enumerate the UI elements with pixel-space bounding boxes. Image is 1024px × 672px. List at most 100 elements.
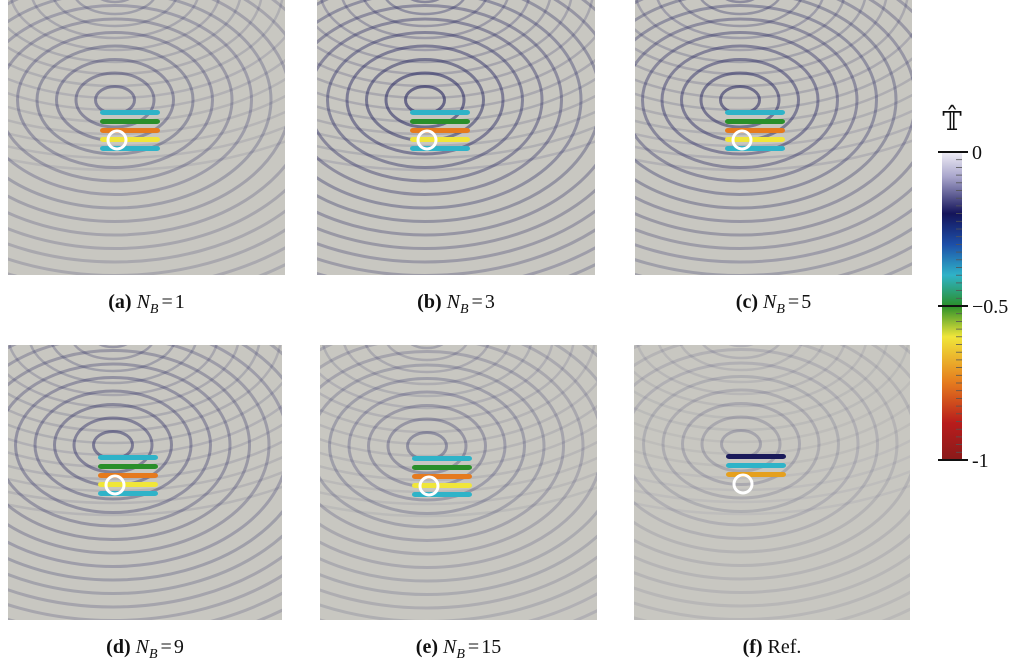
wave-front [8,140,285,172]
field-band [725,137,785,142]
wave-front [347,390,507,502]
caption-value: 15 [481,636,501,658]
wave-front [634,345,867,408]
wave-front [8,0,285,250]
wave-front [410,0,440,4]
wave-front [702,345,780,360]
wave-front [660,44,820,156]
colorbar-title: 𝕋̂ [942,104,962,136]
wave-panel [317,0,595,275]
wave-front [641,31,839,169]
field-band [98,473,158,478]
wave-front [634,439,910,480]
wave-front [317,94,595,136]
wave-front [364,345,490,374]
wave-front [317,0,594,88]
field-band [412,483,472,488]
caption-symbol: N [442,636,458,658]
caption-subscript: B [460,302,469,317]
wave-front [320,345,597,583]
wave-front [634,348,879,540]
wave-front [635,0,909,88]
wave-front [8,345,271,555]
caption-label: (b) [417,291,441,313]
wave-panel [635,0,912,275]
wave-front [8,35,285,100]
wave-front [634,361,860,527]
wave-front [635,93,912,136]
wave-front [635,0,867,64]
caption-value: 5 [801,291,811,313]
wave-front [8,555,282,609]
wave-front [657,345,825,384]
wave-front [634,345,910,594]
wave-panel [634,345,910,620]
field-band [100,119,160,124]
wave-front [635,0,888,76]
tick-label: -1 [972,450,989,472]
wave-front [634,345,888,420]
field-band [98,464,158,469]
wave-front [74,71,156,129]
field-band [410,119,470,124]
wave-front [8,345,240,409]
wave-front [636,345,846,396]
caption-value: 1 [175,291,185,313]
wave-front [728,345,754,348]
wave-front [8,17,234,183]
wave-front [98,345,128,349]
wave-front [320,486,597,518]
field-band [412,465,472,470]
field-band [726,454,786,459]
wave-front [29,345,197,385]
source-marker [106,129,128,151]
wave-front [634,572,910,620]
wave-front [634,455,910,492]
wave-front [635,0,912,237]
wave-front [8,471,282,505]
wave-front [8,381,282,445]
wave-panel [320,345,597,620]
wave-front [634,345,910,581]
wave-front [681,402,801,486]
wave-front [321,345,533,398]
wave-front [635,17,859,183]
caption-label: (c) [736,291,758,313]
wave-front [8,345,282,582]
wave-front [317,209,595,264]
wave-front [634,380,910,444]
field-band [410,137,470,142]
wave-front [72,416,154,474]
wave-front [341,0,509,40]
wave-front [635,0,912,223]
wave-front [661,388,821,500]
source-marker [104,474,126,496]
panel-caption: (a) NB = 1 [108,291,185,317]
wave-front [320,555,597,610]
field-band [410,110,470,115]
caption-symbol: N [135,636,151,658]
wave-front [31,0,199,40]
wave-front [8,485,282,517]
wave-front [35,44,195,156]
wave-front [8,440,282,481]
wave-front [8,0,285,237]
source-marker [732,473,754,495]
wave-front [8,94,285,136]
wave-front [8,0,285,223]
field-band [726,472,786,477]
wave-front [8,209,285,264]
wave-front [699,71,781,129]
wave-front [317,0,595,223]
wave-front [725,0,755,4]
wave-front [679,345,803,372]
caption-subscript: B [456,647,465,662]
field-band [100,137,160,142]
caption-equals: = [161,291,172,313]
wave-front [317,0,595,250]
wave-front [386,345,468,362]
wave-front [320,471,597,506]
field-band [412,474,472,479]
